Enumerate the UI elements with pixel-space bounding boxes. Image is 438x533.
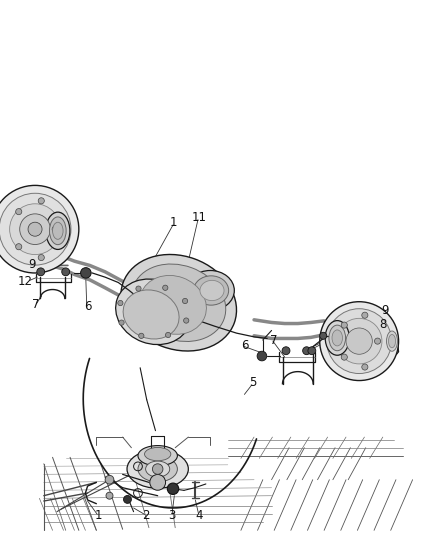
Circle shape <box>106 492 113 499</box>
Circle shape <box>52 226 58 232</box>
Ellipse shape <box>386 331 398 351</box>
Ellipse shape <box>332 330 343 346</box>
Text: 9: 9 <box>28 258 35 271</box>
Circle shape <box>10 204 60 255</box>
Circle shape <box>38 254 44 261</box>
Circle shape <box>282 347 290 354</box>
Circle shape <box>0 185 79 273</box>
Ellipse shape <box>127 450 188 488</box>
Ellipse shape <box>123 290 179 339</box>
Circle shape <box>119 320 124 325</box>
Circle shape <box>341 322 347 328</box>
Text: 6: 6 <box>240 339 248 352</box>
Text: 11: 11 <box>192 211 207 224</box>
Text: 9: 9 <box>381 304 389 317</box>
Circle shape <box>0 193 71 265</box>
Text: 1: 1 <box>95 510 102 522</box>
Text: 7: 7 <box>270 334 278 346</box>
Text: 7: 7 <box>32 298 40 311</box>
Text: 2: 2 <box>141 510 149 522</box>
Circle shape <box>303 347 311 354</box>
Text: 8: 8 <box>380 318 387 330</box>
Circle shape <box>320 332 327 340</box>
Circle shape <box>139 333 144 338</box>
Ellipse shape <box>200 280 224 301</box>
Ellipse shape <box>49 217 66 245</box>
Circle shape <box>37 268 45 276</box>
Ellipse shape <box>138 456 177 482</box>
Ellipse shape <box>46 212 70 249</box>
Ellipse shape <box>53 222 63 239</box>
Circle shape <box>16 244 22 250</box>
Ellipse shape <box>389 335 396 348</box>
Circle shape <box>105 475 114 484</box>
Ellipse shape <box>325 321 350 356</box>
Text: 4: 4 <box>195 510 203 522</box>
Circle shape <box>167 483 179 495</box>
Circle shape <box>136 286 141 291</box>
Circle shape <box>150 474 166 490</box>
Circle shape <box>308 347 316 354</box>
Circle shape <box>374 338 381 344</box>
Ellipse shape <box>145 448 171 461</box>
Ellipse shape <box>121 254 237 351</box>
Circle shape <box>341 354 347 360</box>
Circle shape <box>362 364 368 370</box>
Circle shape <box>320 302 399 381</box>
Circle shape <box>20 214 50 245</box>
Ellipse shape <box>186 271 234 310</box>
Ellipse shape <box>140 276 206 334</box>
Text: 1: 1 <box>169 216 177 229</box>
Ellipse shape <box>138 446 177 466</box>
Circle shape <box>62 268 70 276</box>
Circle shape <box>16 208 22 215</box>
Circle shape <box>124 496 131 503</box>
Circle shape <box>162 285 168 290</box>
Text: 3: 3 <box>169 510 176 522</box>
Text: 6: 6 <box>84 300 92 313</box>
Circle shape <box>38 198 44 204</box>
Circle shape <box>152 464 163 474</box>
Circle shape <box>183 298 188 304</box>
Circle shape <box>28 222 42 236</box>
Circle shape <box>166 333 171 337</box>
Text: 12: 12 <box>18 275 33 288</box>
Circle shape <box>336 318 382 364</box>
Circle shape <box>184 318 189 323</box>
Circle shape <box>327 309 392 374</box>
Text: 5: 5 <box>250 376 257 389</box>
Circle shape <box>81 268 91 278</box>
Ellipse shape <box>132 264 226 342</box>
Circle shape <box>118 301 123 306</box>
Ellipse shape <box>194 276 229 305</box>
Circle shape <box>257 351 267 361</box>
Ellipse shape <box>145 461 170 477</box>
Ellipse shape <box>116 279 191 345</box>
Ellipse shape <box>329 325 346 351</box>
Circle shape <box>362 312 368 318</box>
Circle shape <box>346 328 372 354</box>
